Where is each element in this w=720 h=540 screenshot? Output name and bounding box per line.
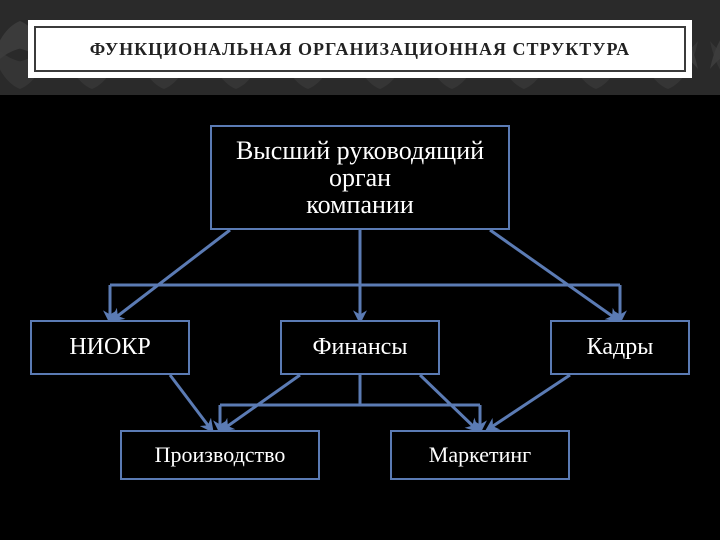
node-marketing-label: Маркетинг <box>429 442 531 468</box>
node-root: Высший руководящийорганкомпании <box>210 125 510 230</box>
node-production: Производство <box>120 430 320 480</box>
diagram-stage: ФУНКЦИОНАЛЬНАЯ ОРГАНИЗАЦИОННАЯ СТРУКТУРА… <box>0 0 720 540</box>
node-root-label: Высший руководящийорганкомпании <box>236 137 484 219</box>
node-hr-label: Кадры <box>587 334 654 361</box>
edges <box>0 0 720 540</box>
node-finance-label: Финансы <box>313 334 408 361</box>
node-production-label: Производство <box>155 442 286 468</box>
node-finance: Финансы <box>280 320 440 375</box>
node-marketing: Маркетинг <box>390 430 570 480</box>
title-box: ФУНКЦИОНАЛЬНАЯ ОРГАНИЗАЦИОННАЯ СТРУКТУРА <box>28 20 692 78</box>
node-niokr: НИОКР <box>30 320 190 375</box>
page-title: ФУНКЦИОНАЛЬНАЯ ОРГАНИЗАЦИОННАЯ СТРУКТУРА <box>34 26 686 72</box>
node-niokr-label: НИОКР <box>69 334 150 361</box>
node-hr: Кадры <box>550 320 690 375</box>
